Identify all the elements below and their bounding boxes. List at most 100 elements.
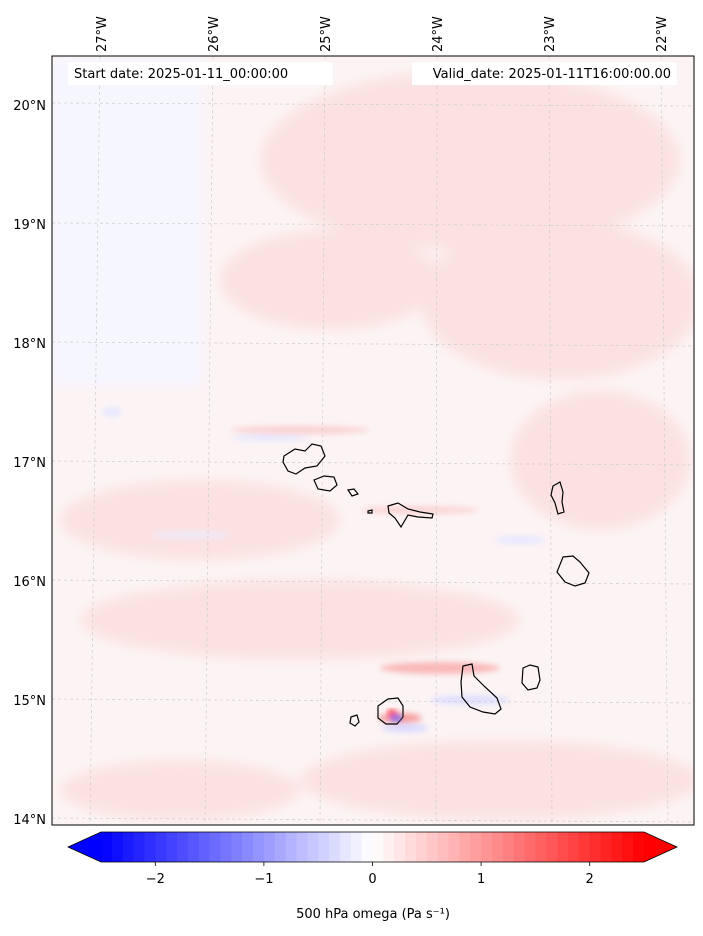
colorbar-cell (133, 832, 146, 862)
island-sao-nicolau (387, 502, 434, 529)
colorbar-cell (372, 832, 384, 862)
colorbar-cell (307, 832, 319, 862)
island-brava (349, 714, 360, 727)
colorbar-cell (339, 832, 352, 862)
colorbar: −2 −1 0 1 2 500 hPa omega (Pa s⁻¹) (67, 831, 678, 922)
colorbar-cell (111, 832, 124, 862)
colorbar-cell (589, 832, 602, 862)
colorbar-cell (231, 832, 243, 862)
colorbar-cell (513, 832, 526, 862)
colorbar-cells (101, 832, 645, 862)
colorbar-cell (535, 832, 547, 862)
colorbar-cell (524, 832, 536, 862)
colorbar-cell (285, 832, 298, 862)
colorbar-tick-label: 2 (586, 872, 594, 887)
lat-label: 15°N (13, 694, 46, 709)
island-sao-vicente (313, 475, 338, 492)
colorbar-cell (220, 832, 232, 862)
colorbar-tick-label: −2 (146, 872, 165, 887)
colorbar-cell (546, 832, 558, 862)
colorbar-cell (318, 832, 330, 862)
lat-label: 17°N (13, 456, 46, 471)
colorbar-cell (622, 832, 634, 862)
gridlines (52, 56, 694, 825)
lon-label: 22°W (655, 16, 670, 52)
colorbar-cell (166, 832, 178, 862)
lat-label: 18°N (13, 337, 46, 352)
colorbar-cell (155, 832, 167, 862)
colorbar-cell (481, 832, 493, 862)
colorbar-cell (600, 832, 613, 862)
colorbar-cell (491, 832, 504, 862)
valid-date-label: Valid_date: 2025-01-11T16:00:00.00 (433, 67, 671, 82)
colorbar-cell (274, 832, 287, 862)
colorbar-cell (101, 832, 113, 862)
lon-label: 24°W (431, 16, 446, 52)
start-date-box (68, 62, 333, 85)
island-boa-vista (556, 555, 590, 587)
lon-label: 26°W (207, 16, 222, 52)
colorbar-label: 500 hPa omega (Pa s⁻¹) (296, 907, 450, 922)
colorbar-extend-min (68, 832, 101, 862)
weak-ascent-region (52, 56, 202, 386)
lat-label: 14°N (13, 813, 46, 828)
strong-omega-signals (387, 709, 402, 721)
colorbar-cell (350, 832, 363, 862)
colorbar-ticks (154, 862, 591, 866)
colorbar-cell (578, 832, 591, 862)
lat-label: 20°N (13, 99, 46, 114)
colorbar-cell (187, 832, 200, 862)
colorbar-tick-label: 1 (477, 872, 485, 887)
colorbar-extend-max (644, 832, 677, 862)
colorbar-cell (437, 832, 450, 862)
lat-label: 16°N (13, 575, 46, 590)
gravity-wave-streaks (102, 407, 545, 732)
lon-label: 27°W (95, 16, 110, 52)
island-santo-antao (282, 443, 326, 475)
colorbar-cell (633, 832, 645, 862)
colorbar-cell (361, 832, 374, 862)
colorbar-tick-label: −1 (254, 872, 273, 887)
colorbar-cell (177, 832, 189, 862)
colorbar-cell (394, 832, 406, 862)
colorbar-cell (383, 832, 395, 862)
valid-date-box (412, 62, 677, 85)
colorbar-cell (242, 832, 254, 862)
lat-label: 19°N (13, 218, 46, 233)
island-santiago (460, 663, 502, 715)
colorbar-outline (67, 831, 678, 863)
longitude-labels: 27°W 26°W 25°W 24°W 23°W 22°W (95, 16, 670, 52)
lon-label: 25°W (319, 16, 334, 52)
colorbar-cell (405, 832, 417, 862)
colorbar-cell (426, 832, 439, 862)
colorbar-cell (459, 832, 471, 862)
island-branco (367, 509, 373, 514)
coastlines (282, 443, 590, 727)
island-sal (550, 481, 565, 515)
island-santa-luzia (346, 488, 360, 497)
colorbar-cell (567, 832, 580, 862)
colorbar-cell (448, 832, 460, 862)
island-maio (521, 664, 541, 691)
colorbar-cell (296, 832, 308, 862)
colorbar-cell (253, 832, 265, 862)
start-date-label: Start date: 2025-01-11_00:00:00 (74, 67, 288, 82)
subsidence-shading (60, 70, 694, 820)
colorbar-cell (209, 832, 222, 862)
colorbar-cell (557, 832, 569, 862)
latitude-labels: 20°N 19°N 18°N 17°N 16°N 15°N 14°N (13, 99, 46, 828)
island-fogo (377, 697, 404, 725)
colorbar-cell (122, 832, 135, 862)
colorbar-cell (502, 832, 515, 862)
colorbar-tick-label: 0 (368, 872, 376, 887)
colorbar-cell (198, 832, 211, 862)
colorbar-cell (263, 832, 276, 862)
colorbar-cell (611, 832, 623, 862)
lon-label: 23°W (543, 16, 558, 52)
map-frame (51, 55, 695, 826)
map-panel: Start date: 2025-01-11_00:00:00 Valid_da… (52, 56, 694, 825)
colorbar-cell (329, 832, 341, 862)
colorbar-cell (144, 832, 156, 862)
colorbar-cell (415, 832, 428, 862)
